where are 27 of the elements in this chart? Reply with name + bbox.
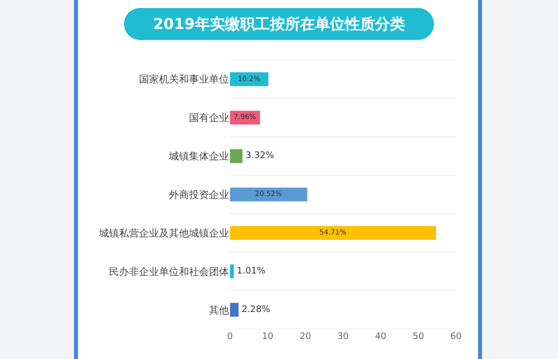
chart-title: 2019年实缴职工按所在单位性质分类 xyxy=(124,8,434,40)
bar xyxy=(230,302,239,317)
bar xyxy=(230,149,243,163)
y-tick-label: 外商投资企业 xyxy=(169,189,229,201)
x-tick-label: 0 xyxy=(227,332,234,342)
x-tick-label: 10 xyxy=(262,332,274,342)
x-tick-label: 30 xyxy=(337,332,349,342)
x-tick-label: 50 xyxy=(412,332,424,342)
data-label: 10.2% xyxy=(238,74,261,83)
bar xyxy=(230,226,436,240)
data-label: 1.01% xyxy=(236,266,266,276)
y-tick-label: 国有企业 xyxy=(189,112,229,124)
x-tick-label: 60 xyxy=(450,332,462,342)
y-tick-label: 其他 xyxy=(209,304,229,316)
x-tick-label: 20 xyxy=(300,332,312,342)
y-tick-label: 民办非企业单位和社会团体 xyxy=(109,266,229,278)
data-label: 54.71% xyxy=(319,228,347,236)
y-tick-label: 城镇集体企业 xyxy=(168,150,229,163)
data-label: 20.52% xyxy=(255,189,282,198)
y-tick-label: 城镇私营企业及其他城镇企业 xyxy=(98,227,229,240)
data-label: 7.96% xyxy=(234,112,256,122)
bar xyxy=(230,264,234,278)
bar xyxy=(230,188,308,202)
data-label: 2.28% xyxy=(242,304,271,315)
x-tick-label: 40 xyxy=(374,332,387,342)
y-tick-label: 国家机关和事业单位 xyxy=(139,74,229,86)
data-label: 3.32% xyxy=(246,151,275,162)
